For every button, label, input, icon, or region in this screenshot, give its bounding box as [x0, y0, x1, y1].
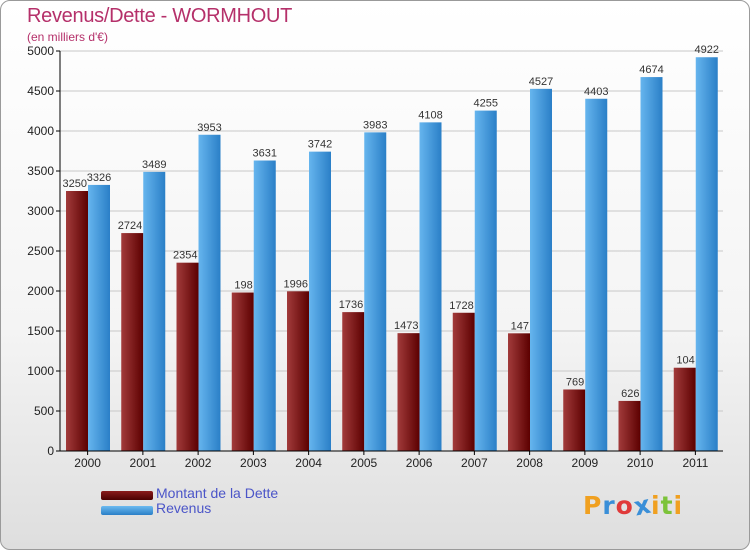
- data-label-dette: 3250: [63, 178, 87, 190]
- bar-dette: [287, 291, 309, 451]
- logo-letter: r: [602, 491, 616, 520]
- logo-letter: i: [673, 491, 684, 520]
- y-tick-label: 4000: [27, 124, 54, 138]
- axes: 0 500 1000 1500 2000 2500 3000 3500 4000 4500 5000…: [27, 44, 723, 470]
- data-label-dette: 1736: [339, 299, 363, 311]
- bar-dette: [508, 333, 530, 451]
- x-tick-label: 2006: [406, 456, 433, 470]
- data-label-revenus: 4527: [529, 76, 553, 88]
- x-tick-label: 2003: [240, 456, 267, 470]
- bar-dette: [176, 262, 199, 451]
- x-tick-label: 2007: [461, 456, 488, 470]
- data-label-revenus: 4108: [418, 109, 442, 121]
- data-label-revenus: 4674: [639, 64, 663, 76]
- data-label-revenus: 4922: [695, 44, 719, 56]
- data-label-dette: 1473: [394, 320, 418, 332]
- x-tick-label: 2005: [351, 456, 378, 470]
- data-label-dette: 2354: [173, 250, 197, 262]
- bar-revenus: [695, 57, 718, 452]
- y-tick-label: 0: [47, 444, 54, 458]
- data-label-revenus: 3489: [142, 159, 166, 171]
- y-tick-label: 5000: [27, 44, 54, 58]
- legend-label-dette: Montant de la Dette: [156, 485, 279, 501]
- data-label-dette: 2724: [118, 220, 142, 232]
- y-tick-label: 4500: [27, 84, 54, 98]
- grid-lines: [60, 50, 723, 412]
- bar-dette: [342, 312, 365, 451]
- data-label-revenus: 3953: [197, 122, 221, 134]
- bar-revenus: [474, 110, 497, 451]
- legend-swatch-revenus: [101, 506, 153, 515]
- data-label-dette: 198: [234, 280, 252, 292]
- bar-revenus: [419, 122, 442, 452]
- y-tick-label: 1500: [27, 324, 54, 338]
- bar-dette: [397, 333, 420, 451]
- data-label-revenus: 3742: [308, 139, 332, 151]
- bar-revenus: [530, 88, 552, 451]
- x-tick-label: 2010: [627, 456, 654, 470]
- x-tick-label: 2002: [185, 456, 212, 470]
- data-label-revenus: 3983: [363, 119, 387, 131]
- bar-dette: [66, 191, 88, 451]
- data-label-dette: 1996: [284, 278, 308, 290]
- bars: [66, 57, 718, 452]
- data-label-dette: 104: [676, 355, 694, 367]
- x-tick-label: 2009: [572, 456, 599, 470]
- data-label-dette: 626: [621, 388, 639, 400]
- bar-revenus: [640, 77, 663, 451]
- data-label-revenus: 3631: [253, 148, 277, 160]
- bar-dette: [121, 233, 144, 451]
- bar-revenus: [309, 151, 331, 451]
- y-tick-label: 2000: [27, 284, 54, 298]
- data-label-dette: 1728: [449, 300, 473, 312]
- x-tick-label: 2001: [130, 456, 157, 470]
- y-tick-label: 2500: [27, 244, 54, 258]
- bar-dette: [618, 400, 641, 451]
- bar-dette: [673, 367, 696, 451]
- chart-title: Revenus/Dette - WORMHOUT: [27, 5, 293, 27]
- y-tick-label: 3500: [27, 164, 54, 178]
- bar-revenus: [88, 184, 110, 452]
- bar-revenus: [143, 171, 166, 451]
- data-label-revenus: 3326: [87, 172, 111, 184]
- y-tick-label: 500: [34, 404, 54, 418]
- bar-revenus: [585, 98, 608, 451]
- legend-swatch-dette: [101, 491, 153, 500]
- bar-revenus: [364, 132, 387, 452]
- bar-revenus: [198, 134, 221, 451]
- x-tick-label: 2000: [74, 456, 101, 470]
- logo-letter: i: [651, 491, 661, 520]
- bar-dette: [563, 389, 586, 451]
- logo-letter: o: [615, 491, 634, 520]
- x-tick-label: 2011: [682, 456, 708, 470]
- bar-revenus: [253, 160, 276, 451]
- data-label-dette: 769: [566, 376, 584, 388]
- logo-letter: t: [660, 491, 674, 520]
- data-label-revenus: 4255: [474, 98, 498, 110]
- data-label-revenus: 4403: [584, 86, 608, 98]
- bar-dette: [452, 312, 475, 451]
- x-tick-label: 2008: [516, 456, 543, 470]
- chart-subtitle: (en milliers d'€): [27, 30, 108, 44]
- logo-letter: P: [583, 491, 603, 520]
- legend-label-revenus: Revenus: [156, 500, 212, 516]
- data-label-dette: 147: [511, 320, 529, 332]
- y-tick-label: 3000: [27, 204, 54, 218]
- x-tick-label: 2004: [295, 456, 322, 470]
- bar-dette: [231, 292, 254, 451]
- proxiti-logo: Proxiti: [583, 490, 684, 522]
- y-tick-label: 1000: [27, 364, 54, 378]
